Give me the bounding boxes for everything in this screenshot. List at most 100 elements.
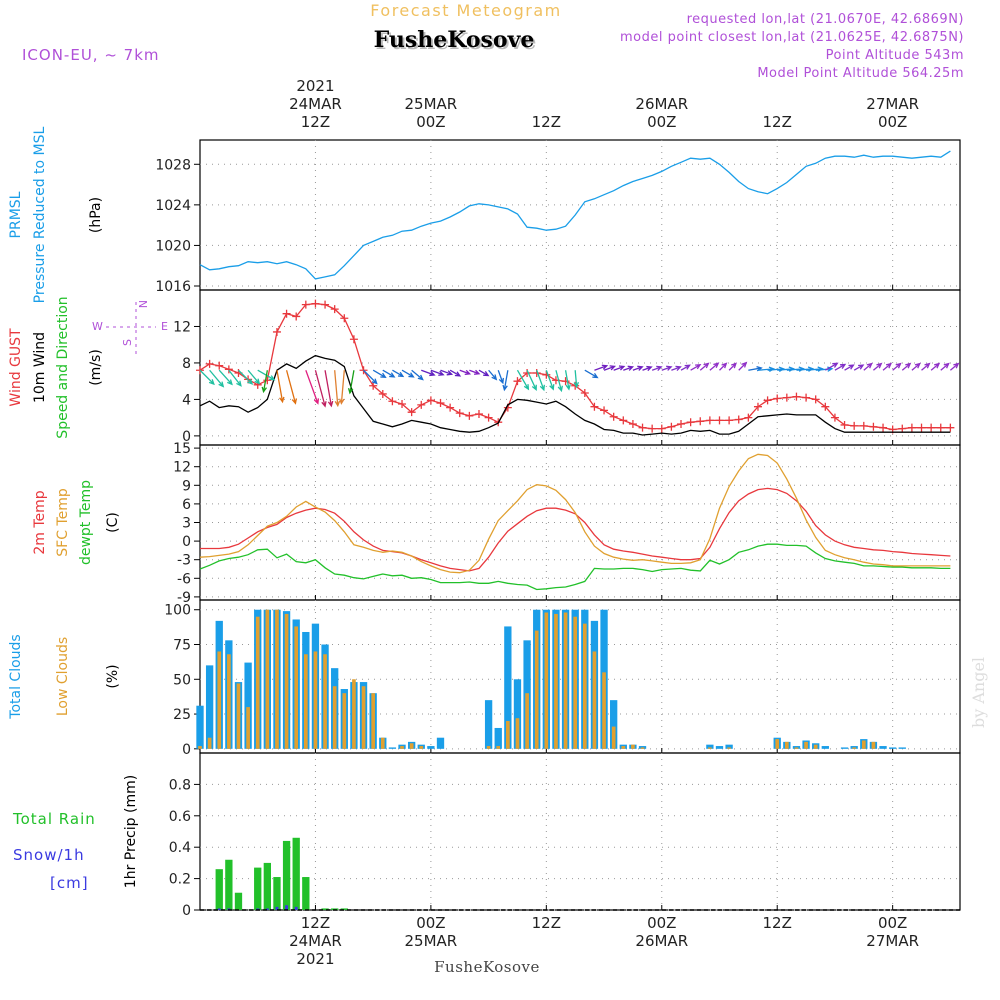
- top-time-label: 00Z: [647, 113, 676, 131]
- wind-direction-arrow: [261, 370, 268, 394]
- gust-marker: [455, 409, 464, 418]
- total-cloud-bar: [513, 679, 522, 749]
- gust-marker: [782, 393, 791, 402]
- gust-marker: [398, 399, 407, 408]
- wind-direction-arrow: [199, 369, 215, 386]
- supertitle: Forecast Meteogram: [370, 1, 561, 20]
- snow-bar: [275, 906, 279, 910]
- y-axis-label: Speed and Direction: [55, 296, 71, 438]
- snow-bar: [294, 906, 298, 910]
- wind-direction-arrow: [421, 369, 436, 377]
- gust-marker: [753, 402, 762, 411]
- wind-direction-arrow: [573, 370, 580, 389]
- wind-direction-arrow: [613, 365, 626, 371]
- total-cloud-bar: [706, 744, 714, 749]
- y-axis-label: (%): [105, 664, 121, 688]
- gust-marker: [378, 389, 387, 398]
- wind-direction-arrow: [892, 362, 902, 371]
- wind-direction-arrow: [516, 369, 530, 391]
- rain-bar: [321, 908, 329, 910]
- top-time-label: 25MAR: [405, 95, 458, 113]
- gust-marker: [715, 416, 724, 425]
- gust-marker: [205, 359, 214, 368]
- gust-marker: [215, 361, 224, 370]
- y-axis-label: (hPa): [88, 197, 104, 233]
- panel-temperature: -9 -6 -3 0 3 6 9 12 15 2m Temp SFC Temp dewpt Temp (…: [32, 441, 961, 606]
- wind-direction-arrow: [719, 362, 728, 371]
- gust-marker: [917, 423, 926, 432]
- low-cloud-bar: [631, 744, 635, 749]
- low-cloud-bar: [804, 741, 808, 749]
- wind-direction-arrow: [314, 370, 327, 408]
- series-line-sfc-temp: [199, 453, 951, 574]
- wind-direction-arrow: [339, 370, 345, 405]
- y-axis-label: 10m Wind: [32, 332, 48, 403]
- bottom-time-label: 00Z: [878, 914, 907, 932]
- wind-direction-arrow: [863, 362, 873, 371]
- y-axis-label: 1hr Precip (mm): [123, 775, 139, 888]
- compass-east: E: [161, 320, 168, 333]
- total-cloud-bar: [205, 665, 214, 749]
- y-axis-label: Low Clouds: [55, 637, 71, 716]
- rain-bar: [234, 892, 243, 910]
- wind-direction-arrow: [709, 362, 720, 371]
- gust-marker: [802, 393, 811, 402]
- low-cloud-bar: [303, 654, 308, 749]
- station-title-shadow: FusheKosove: [376, 29, 537, 55]
- low-cloud-bar: [361, 686, 366, 749]
- low-cloud-bar: [573, 616, 578, 749]
- low-cloud-bar: [775, 739, 780, 749]
- top-time-label: 12Z: [532, 113, 561, 131]
- y-tick-label: -9: [177, 590, 191, 606]
- gust-marker: [369, 381, 378, 390]
- top-time-label: 27MAR: [866, 95, 919, 113]
- wind-direction-arrow: [228, 369, 242, 387]
- gust-marker: [619, 416, 628, 425]
- rain-bar: [215, 869, 223, 910]
- low-cloud-bar: [332, 686, 337, 749]
- y-tick-label: 0: [182, 429, 191, 445]
- panel-pressure: 1016 1020 1024 1028 PRMSL Pressure Reduced to…: [8, 126, 961, 303]
- bottom-time-label: 12Z: [301, 914, 330, 932]
- top-time-label: 2021: [296, 77, 334, 95]
- gust-marker: [734, 415, 743, 424]
- header: Forecast Meteogram FusheKosove FusheKoso…: [22, 1, 964, 81]
- wind-direction-arrow: [911, 362, 921, 371]
- gust-marker: [792, 392, 801, 401]
- low-cloud-bar: [323, 654, 327, 749]
- low-cloud-bar: [419, 746, 424, 749]
- gust-marker: [638, 423, 647, 432]
- wind-direction-arrow: [824, 362, 839, 371]
- low-cloud-bar: [640, 747, 645, 749]
- gust-marker: [580, 389, 589, 398]
- snow-bar: [285, 905, 289, 910]
- low-cloud-bar: [342, 693, 347, 749]
- wind-direction-arrow: [623, 365, 635, 371]
- low-cloud-bar: [794, 747, 799, 749]
- y-axis-label: Pressure Reduced to MSL: [32, 126, 48, 303]
- wind-direction-arrow: [459, 369, 472, 376]
- wind-direction-arrow: [738, 361, 748, 371]
- wind-direction-arrow: [901, 362, 912, 371]
- total-cloud-bar: [725, 744, 733, 749]
- low-cloud-bar: [813, 744, 818, 749]
- y-axis-label: SFC Temp: [55, 488, 71, 557]
- low-cloud-bar: [246, 707, 250, 749]
- wind-direction-arrow: [940, 362, 950, 371]
- rain-bar: [292, 837, 300, 910]
- gust-marker: [898, 424, 907, 433]
- snow-bar: [256, 908, 260, 910]
- gust-marker: [340, 314, 349, 323]
- gust-marker: [484, 413, 493, 422]
- low-cloud-bar: [275, 609, 279, 749]
- snow-bar: [265, 908, 269, 910]
- gust-marker: [879, 423, 888, 432]
- rain-bar: [340, 908, 348, 910]
- precip-legend: Total Rain: [12, 810, 96, 828]
- gust-marker: [811, 395, 820, 404]
- wind-direction-arrow: [853, 364, 865, 371]
- panel-precip: 0 0.2 0.4 0.6 0.8 1hr Precip (mm) Total Rain Sn…: [12, 752, 961, 919]
- low-cloud-bar: [352, 679, 356, 749]
- bottom-time-label: 25MAR: [405, 932, 458, 950]
- wind-direction-arrow: [497, 370, 504, 385]
